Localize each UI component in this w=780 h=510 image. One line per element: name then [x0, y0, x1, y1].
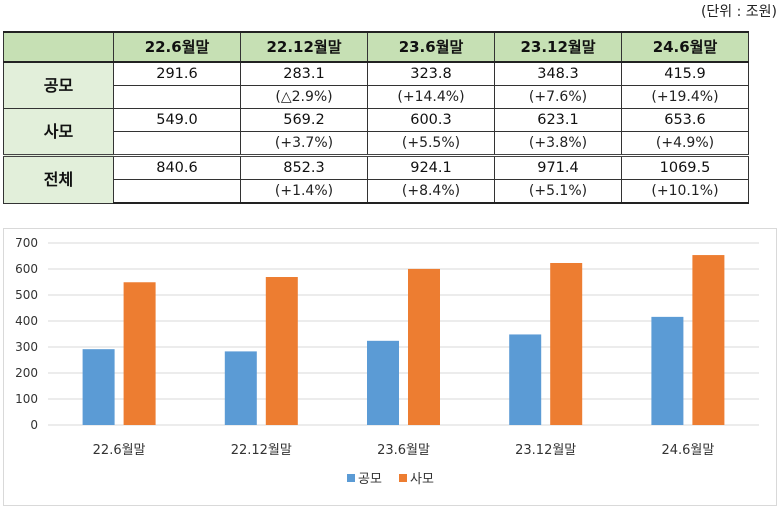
change-cell: (+1.4%)	[240, 179, 368, 204]
table-corner	[3, 31, 114, 63]
table-row: 전체 840.6 852.3 924.1 971.4 1069.5	[3, 154, 749, 204]
change-cell: (+10.1%)	[621, 179, 749, 204]
col-header: 23.12월말	[494, 31, 622, 63]
legend-label: 사모	[410, 472, 434, 487]
x-tick-label: 22.6월말	[93, 443, 146, 458]
y-tick-label: 100	[15, 392, 38, 406]
table-row: 사모 549.0 569.2 600.3 623.1 653.6	[3, 108, 749, 156]
fund-size-table: 22.6월말 22.12월말 23.6월말 23.12월말 24.6월말 공모 …	[3, 31, 749, 204]
value-cell: 323.8	[367, 61, 495, 86]
x-tick-label: 24.6월말	[661, 443, 714, 458]
change-cell: (+5.5%)	[367, 131, 495, 156]
y-tick-label: 300	[15, 340, 38, 354]
bar-private	[123, 282, 156, 425]
bar-public	[651, 316, 684, 425]
col-header: 22.6월말	[113, 31, 241, 63]
y-tick-label: 200	[15, 366, 38, 380]
value-cell: 549.0	[113, 108, 241, 132]
y-tick-label: 700	[15, 236, 38, 250]
value-cell: 924.1	[367, 154, 495, 180]
chart-container: 0 100 200 300 400 500 600 700 22.6월말 22.12월말 23.6월…	[3, 228, 777, 506]
change-cell: (+5.1%)	[494, 179, 622, 204]
value-cell: 348.3	[494, 61, 622, 86]
table-row: (+3.7%) (+5.5%) (+3.8%) (+4.9%)	[4, 131, 749, 156]
value-cell: 1069.5	[621, 154, 749, 180]
row-label-total: 전체	[3, 154, 114, 204]
value-cell: 971.4	[494, 154, 622, 180]
row-label-private: 사모	[3, 108, 114, 156]
table-row: 공모 291.6 283.1 323.8 348.3 415.9	[3, 61, 749, 109]
table-row: (+1.4%) (+8.4%) (+5.1%) (+10.1%)	[4, 179, 749, 204]
value-cell: 415.9	[621, 61, 749, 86]
x-tick-label: 22.12월말	[231, 443, 292, 458]
change-cell	[113, 179, 241, 204]
change-cell	[113, 85, 241, 109]
change-cell: (+3.8%)	[494, 131, 622, 156]
y-tick-label: 600	[15, 262, 38, 276]
change-cell: (+4.9%)	[621, 131, 749, 156]
value-cell: 623.1	[494, 108, 622, 132]
table-header-row: 22.6월말 22.12월말 23.6월말 23.12월말 24.6월말	[3, 31, 749, 63]
change-cell	[113, 131, 241, 156]
bar-private	[692, 255, 725, 425]
row-label-public: 공모	[3, 61, 114, 109]
value-cell: 283.1	[240, 61, 368, 86]
bar-private	[265, 277, 298, 425]
change-cell: (+19.4%)	[621, 85, 749, 109]
change-cell: (+3.7%)	[240, 131, 368, 156]
x-tick-label: 23.12월말	[515, 443, 576, 458]
col-header: 24.6월말	[621, 31, 749, 63]
table-row: (△2.9%) (+14.4%) (+7.6%) (+19.4%)	[4, 85, 749, 109]
change-cell: (△2.9%)	[240, 85, 368, 109]
y-tick-label: 400	[15, 314, 38, 328]
value-cell: 569.2	[240, 108, 368, 132]
unit-note: (단위 : 조원)	[700, 4, 777, 20]
value-cell: 653.6	[621, 108, 749, 132]
legend-swatch	[399, 474, 407, 482]
bar-private	[550, 262, 583, 425]
bar-public	[224, 351, 257, 425]
bar-public	[367, 340, 399, 425]
bar-public	[509, 334, 542, 425]
bar-public	[82, 349, 115, 425]
legend-swatch	[347, 474, 355, 482]
value-cell: 840.6	[113, 154, 241, 180]
value-cell: 600.3	[367, 108, 495, 132]
y-tick-label: 0	[30, 418, 38, 432]
change-cell: (+8.4%)	[367, 179, 495, 204]
value-cell: 852.3	[240, 154, 368, 180]
legend-label: 공모	[358, 472, 382, 487]
x-tick-label: 23.6월말	[377, 443, 430, 458]
col-header: 22.12월말	[240, 31, 368, 63]
change-cell: (+7.6%)	[494, 85, 622, 109]
change-cell: (+14.4%)	[367, 85, 495, 109]
y-tick-label: 500	[15, 288, 38, 302]
bar-private	[408, 268, 440, 425]
value-cell: 291.6	[113, 61, 241, 86]
col-header: 23.6월말	[367, 31, 495, 63]
bar-chart: 0 100 200 300 400 500 600 700 22.6월말 22.12월말 23.6월…	[15, 236, 759, 487]
